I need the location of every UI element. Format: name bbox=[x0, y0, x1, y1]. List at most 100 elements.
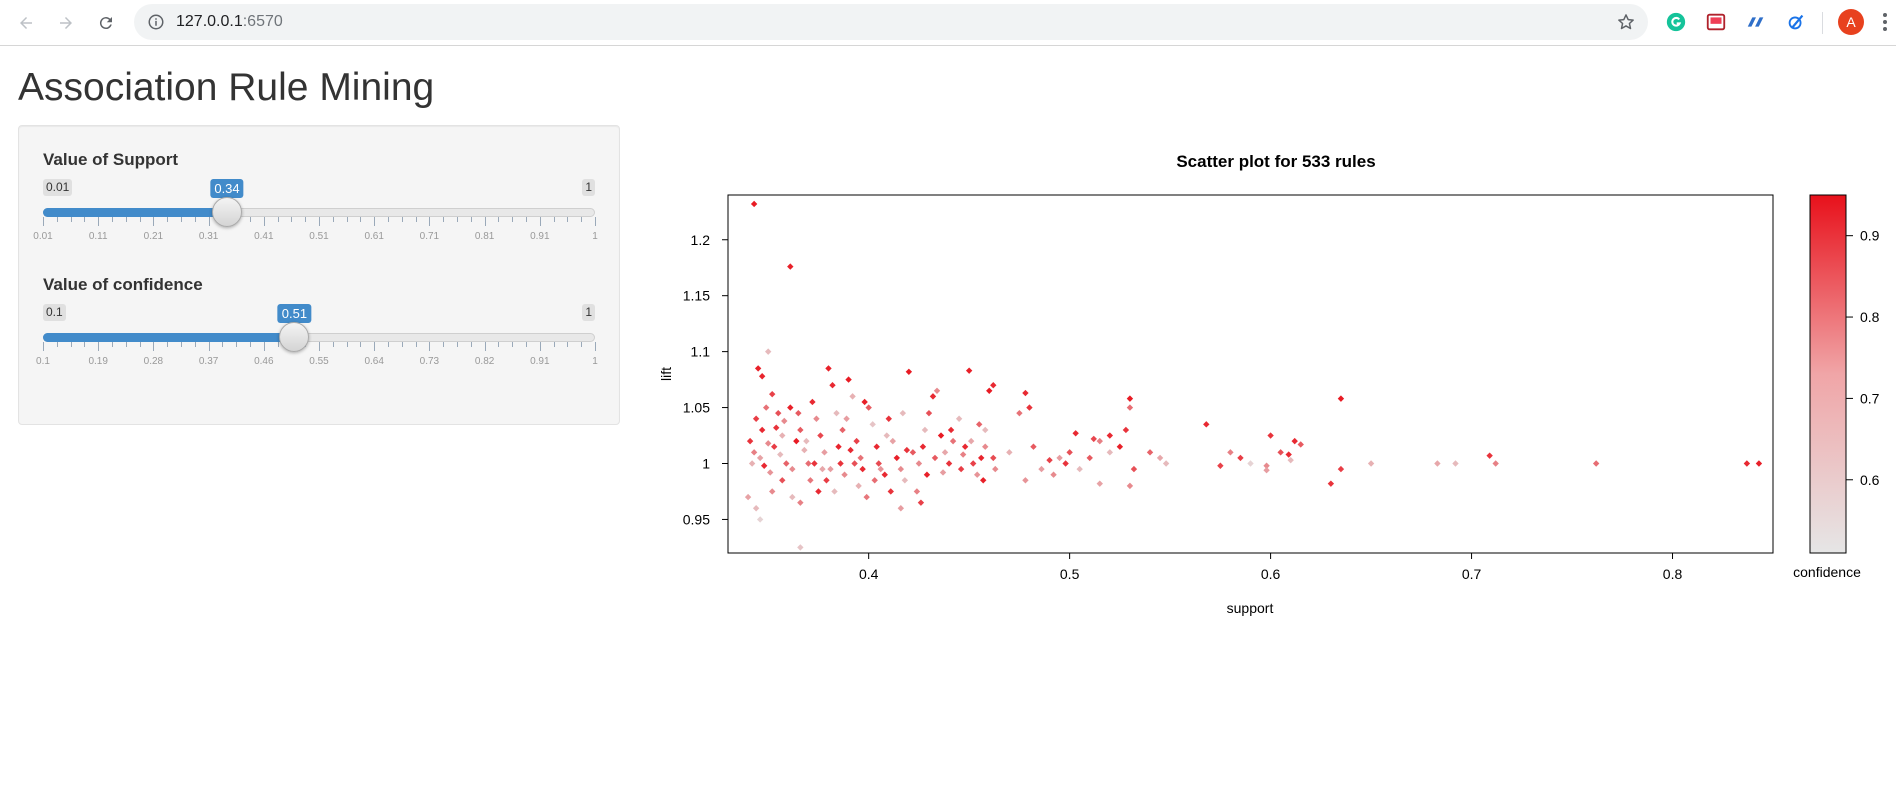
data-point bbox=[969, 460, 977, 467]
support-slider-tick bbox=[263, 217, 265, 226]
data-point bbox=[955, 415, 963, 422]
data-point bbox=[877, 465, 884, 473]
data-point bbox=[925, 409, 933, 417]
support-slider-tick-label: 1 bbox=[592, 231, 598, 242]
data-point bbox=[1237, 454, 1244, 462]
data-point bbox=[1096, 437, 1103, 445]
data-point bbox=[769, 390, 776, 398]
support-slider-label: Value of Support bbox=[43, 150, 179, 169]
extension-icon[interactable] bbox=[1744, 10, 1768, 34]
data-point bbox=[793, 437, 800, 445]
data-point bbox=[1156, 454, 1164, 462]
support-slider-tick bbox=[346, 217, 348, 222]
confidence-slider-tick bbox=[470, 342, 472, 347]
data-point bbox=[837, 460, 844, 467]
x-tick-label: 0.5 bbox=[1060, 566, 1080, 582]
profile-avatar[interactable]: A bbox=[1838, 9, 1864, 35]
pocket-icon[interactable] bbox=[1704, 10, 1728, 34]
confidence-slider-tick bbox=[332, 342, 334, 347]
data-point bbox=[1056, 454, 1063, 462]
support-slider-tick bbox=[277, 217, 279, 222]
data-point bbox=[905, 368, 913, 375]
colorbar-label: confidence bbox=[1793, 564, 1861, 580]
data-point bbox=[1492, 460, 1499, 467]
url-text: 127.0.0.1:6570 bbox=[176, 13, 283, 31]
reload-icon[interactable] bbox=[92, 9, 120, 37]
data-point bbox=[982, 443, 989, 450]
back-arrow-icon[interactable] bbox=[12, 9, 40, 37]
colorbar-axis: 0.6 0.7 0.8 0.9 bbox=[1846, 228, 1880, 488]
data-point bbox=[1046, 456, 1053, 464]
grammarly-icon[interactable] bbox=[1664, 10, 1688, 34]
data-point bbox=[1327, 480, 1335, 487]
data-point bbox=[897, 465, 905, 473]
data-point bbox=[815, 488, 822, 495]
data-point bbox=[1086, 454, 1093, 462]
data-point bbox=[1285, 451, 1292, 458]
data-point bbox=[811, 460, 818, 467]
data-point bbox=[1062, 460, 1069, 467]
support-slider-tick-label: 0.91 bbox=[530, 231, 550, 242]
forward-arrow-icon[interactable] bbox=[52, 9, 80, 37]
confidence-slider-tick bbox=[498, 342, 500, 347]
sidebar-panel: Value of Support 0.01 1 0.34 0.01 0.11 0.2… bbox=[18, 125, 620, 425]
confidence-slider-tick-label: 0.73 bbox=[419, 356, 440, 367]
data-point bbox=[967, 437, 975, 445]
data-point bbox=[945, 460, 953, 467]
confidence-slider-tick bbox=[401, 342, 403, 347]
x-tick-label: 0.8 bbox=[1663, 566, 1683, 582]
data-point bbox=[947, 426, 955, 434]
confidence-slider-tick bbox=[539, 342, 541, 351]
data-point bbox=[887, 488, 894, 495]
x-tick-label: 0.6 bbox=[1261, 566, 1281, 582]
confidence-slider-tick bbox=[374, 342, 376, 351]
data-point bbox=[929, 393, 937, 400]
y-axis: 0.95 1 1.05 1.1 1.15 1.2 bbox=[683, 232, 728, 527]
data-point bbox=[889, 437, 896, 445]
data-point bbox=[1434, 460, 1441, 467]
data-point bbox=[1263, 462, 1270, 469]
data-point bbox=[1030, 443, 1037, 450]
address-bar[interactable]: 127.0.0.1:6570 bbox=[134, 4, 1648, 40]
confidence-min-label: 0.1 bbox=[43, 304, 66, 321]
data-point bbox=[1076, 465, 1083, 473]
data-point bbox=[949, 437, 957, 445]
confidence-slider-tick bbox=[429, 342, 431, 351]
support-slider-tick bbox=[305, 217, 307, 222]
confidence-slider-tick bbox=[194, 342, 196, 347]
data-point bbox=[787, 404, 794, 411]
data-point bbox=[990, 454, 997, 462]
data-point bbox=[1267, 432, 1274, 439]
confidence-slider-tick bbox=[484, 342, 486, 351]
confidence-slider-tick-label: 0.82 bbox=[474, 356, 495, 367]
support-slider-tick bbox=[98, 217, 100, 226]
support-slider-handle[interactable] bbox=[212, 197, 242, 227]
data-point bbox=[827, 465, 834, 473]
plot-area bbox=[727, 194, 1774, 554]
support-slider-tick-label: 0.81 bbox=[474, 231, 495, 242]
data-point bbox=[1016, 409, 1023, 417]
y-tick-label: 1.05 bbox=[683, 400, 710, 416]
site-info-icon[interactable] bbox=[147, 13, 165, 31]
confidence-slider-fill bbox=[43, 333, 295, 342]
confidence-slider-tick bbox=[236, 342, 238, 347]
support-slider-tick-label: 0.61 bbox=[364, 231, 384, 242]
data-point bbox=[756, 454, 764, 462]
chrome-menu-icon[interactable] bbox=[1880, 10, 1890, 34]
confidence-slider-tick bbox=[277, 342, 279, 347]
bookmark-star-icon[interactable] bbox=[1616, 12, 1636, 32]
confidence-slider-ticks: 0.1 0.19 0.28 0.37 0.46 0.55 0.64 0.73 0.82 0.91 1 bbox=[36, 342, 598, 372]
data-point bbox=[748, 460, 756, 467]
data-point bbox=[1050, 471, 1057, 478]
data-point bbox=[957, 465, 965, 473]
support-slider-tick bbox=[581, 217, 583, 222]
support-slider-tick bbox=[360, 217, 362, 222]
data-point bbox=[789, 493, 796, 501]
data-point bbox=[783, 460, 790, 467]
data-point bbox=[823, 477, 830, 484]
confidence-slider-handle[interactable] bbox=[279, 322, 310, 352]
support-slider-tick bbox=[415, 217, 417, 222]
x-tick-label: 0.7 bbox=[1462, 566, 1482, 582]
extension-icon[interactable] bbox=[1784, 10, 1808, 34]
data-point bbox=[855, 482, 862, 490]
